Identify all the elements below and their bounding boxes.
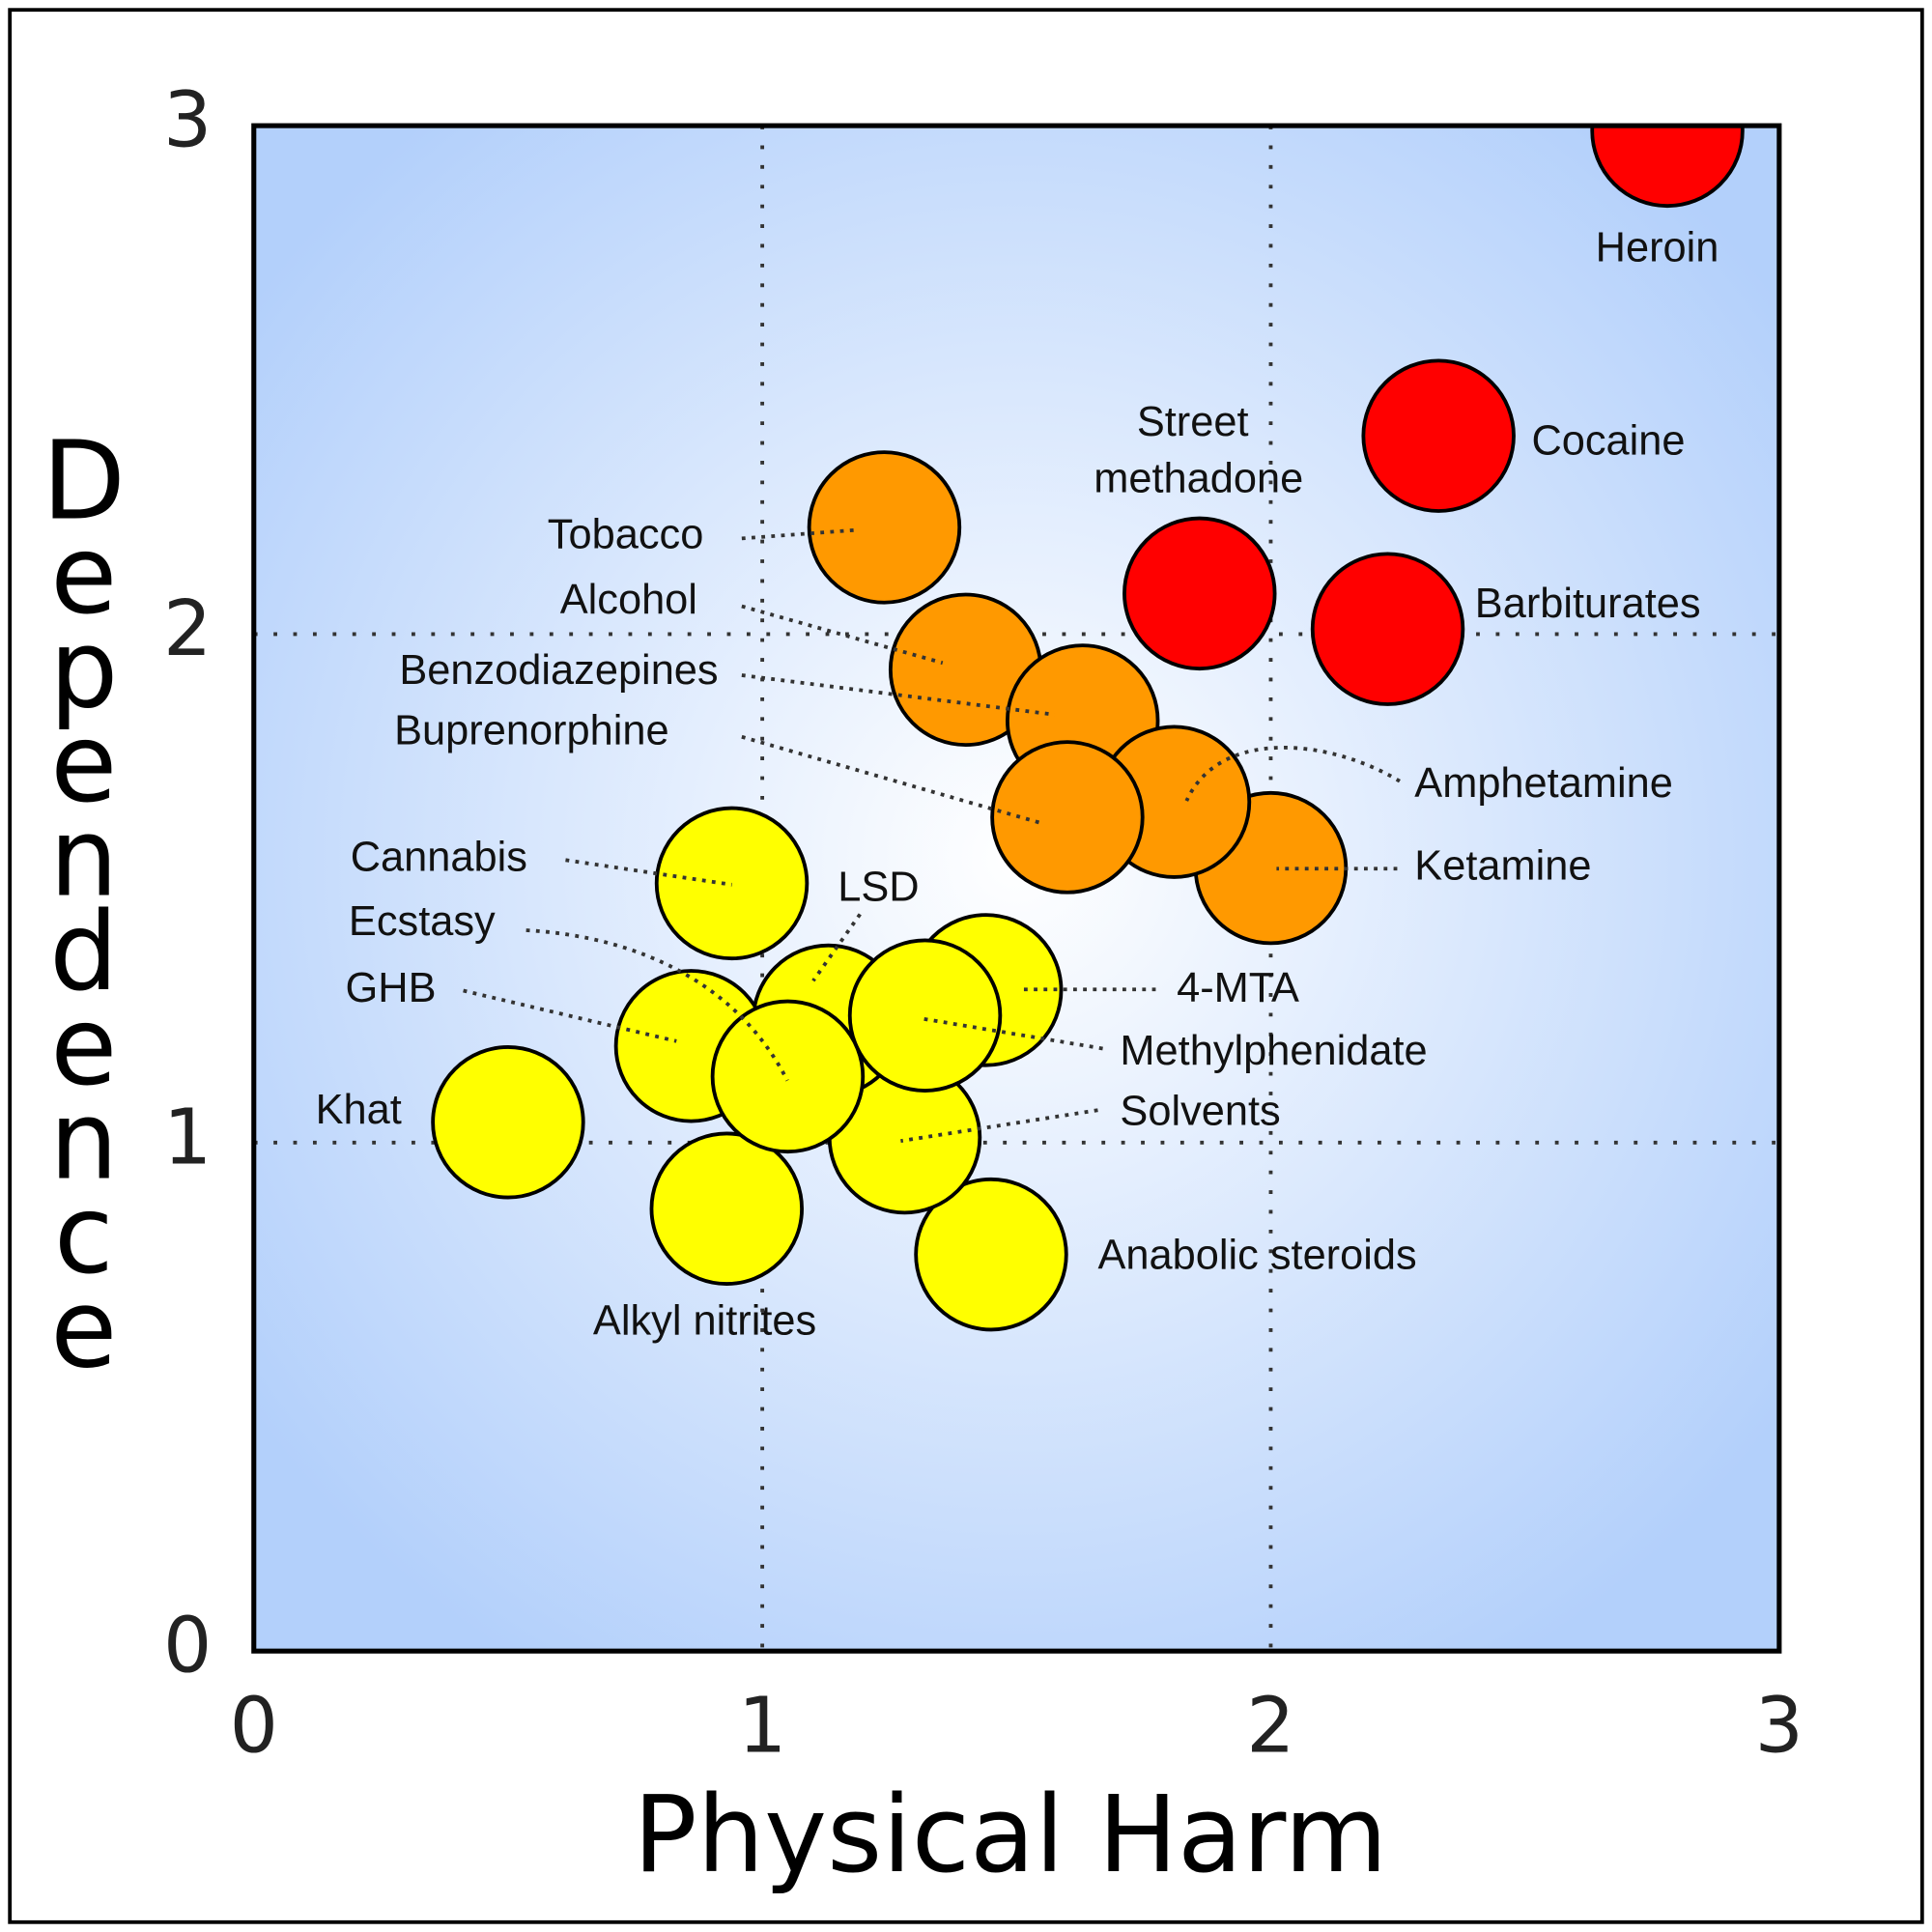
point-label: Khat [316,1087,402,1133]
point-label: GHB [346,965,437,1011]
bubble [1590,126,1745,209]
y-tick-label: 3 [163,76,212,165]
x-tick-label: 1 [738,1682,786,1771]
leader-line [741,734,1042,825]
y-tick-label: 2 [163,584,212,673]
point-label: Anabolic steroids [1097,1233,1416,1279]
point-label: Ketamine [1414,843,1591,890]
point-label: Ecstasy [349,898,496,945]
bubble [710,999,866,1154]
bubble [847,938,1003,1093]
point-label: Alkyl nitrites [593,1297,816,1344]
y-tick-label: 1 [163,1093,212,1181]
bubble [1122,516,1277,671]
y-tick-label: 0 [163,1602,212,1690]
x-axis-title: Physical Harm [634,1773,1388,1896]
leader-line [900,1108,1098,1144]
point-label: Methylphenidate [1120,1028,1427,1074]
point-label: Barbiturates [1475,581,1701,627]
leader-line [923,1016,1103,1051]
point-label: 4-MTA [1177,965,1299,1011]
point-label: LSD [838,864,919,910]
point-label: Alcohol [560,577,697,623]
point-label: Solvents [1120,1089,1280,1135]
leader-line [463,988,677,1043]
x-tick-label: 2 [1246,1682,1294,1771]
point-label: Amphetamine [1414,760,1673,807]
leader-line [565,858,732,887]
bubble [431,1045,585,1200]
point-label: Street methadone [1082,400,1303,503]
y-axis-title: Dependence [21,419,147,1393]
point-label: Benzodiazepines [399,647,718,694]
bubble [914,1177,1068,1332]
bubble [649,1131,804,1286]
bubble [1310,552,1465,706]
point-label: Cocaine [1531,418,1685,465]
bubble [990,740,1145,895]
bubble [1361,358,1516,513]
point-label: Buprenorphine [394,707,668,753]
point-label: Tobacco [548,512,704,558]
bubble [807,450,962,605]
x-tick-label: 0 [230,1682,278,1771]
point-label: Heroin [1596,224,1719,270]
plot-border [251,123,1782,1654]
leader-line [811,913,862,982]
leader-line [741,673,1056,717]
x-tick-label: 3 [1755,1682,1804,1771]
leader-line [1184,745,1401,802]
point-label: Cannabis [351,835,527,881]
plot-area [253,126,1779,1652]
